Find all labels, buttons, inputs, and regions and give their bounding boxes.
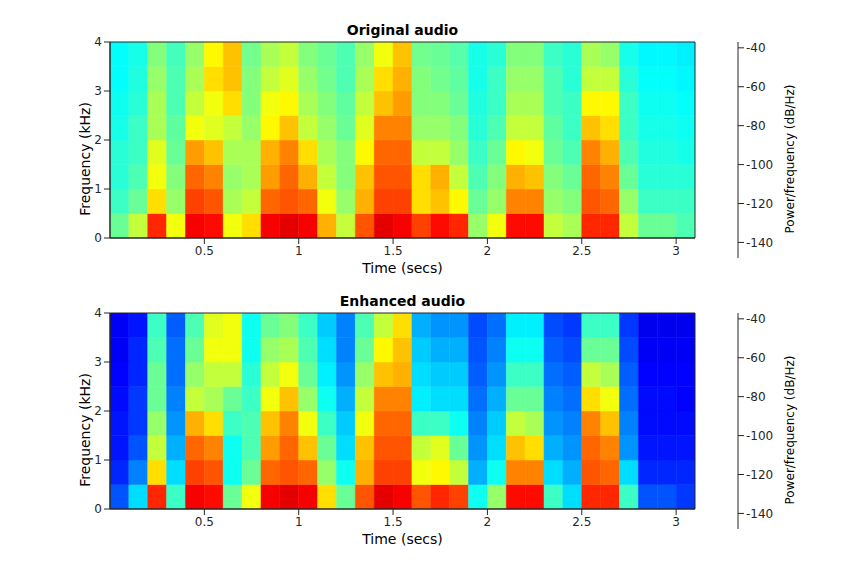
- svg-text:-100: -100: [746, 158, 773, 172]
- svg-text:0: 0: [94, 231, 102, 245]
- html-text:Frequency (kHz): Frequency (kHz): [77, 373, 93, 487]
- svg-text:3: 3: [94, 355, 102, 369]
- svg-text:0: 0: [94, 502, 102, 516]
- html-text:Original audio: Original audio: [346, 22, 459, 38]
- svg-text:-40: -40: [746, 41, 766, 55]
- svg-text:-140: -140: [746, 507, 773, 521]
- svg-text:2: 2: [94, 404, 102, 418]
- html-text:Frequency (kHz): Frequency (kHz): [77, 102, 93, 216]
- svg-text:3: 3: [672, 515, 680, 529]
- svg-text:0.5: 0.5: [195, 244, 214, 258]
- html-text:Power/frequency (dB/Hz): Power/frequency (dB/Hz): [783, 355, 797, 505]
- svg-text:3: 3: [672, 244, 680, 258]
- svg-text:3: 3: [94, 84, 102, 98]
- svg-text:2: 2: [484, 244, 492, 258]
- svg-text:1.5: 1.5: [384, 515, 403, 529]
- html-text:Time (secs): Time (secs): [362, 531, 443, 547]
- svg-text:-60: -60: [746, 351, 766, 365]
- svg-text:-80: -80: [746, 119, 766, 133]
- svg-text:-60: -60: [746, 80, 766, 94]
- html-text:Enhanced audio: Enhanced audio: [339, 293, 466, 309]
- svg-text:1: 1: [94, 182, 102, 196]
- html-text:Time (secs): Time (secs): [362, 260, 443, 276]
- svg-text:4: 4: [94, 306, 102, 320]
- html-text:Power/frequency (dB/Hz): Power/frequency (dB/Hz): [783, 84, 797, 234]
- svg-text:-40: -40: [746, 312, 766, 326]
- svg-text:0.5: 0.5: [195, 515, 214, 529]
- svg-text:2: 2: [94, 133, 102, 147]
- svg-text:1: 1: [295, 244, 303, 258]
- svg-text:-120: -120: [746, 197, 773, 211]
- svg-text:-80: -80: [746, 390, 766, 404]
- svg-text:1: 1: [295, 515, 303, 529]
- svg-text:4: 4: [94, 35, 102, 49]
- svg-text:2.5: 2.5: [572, 515, 591, 529]
- svg-text:-120: -120: [746, 468, 773, 482]
- svg-text:1: 1: [94, 453, 102, 467]
- svg-text:2: 2: [484, 515, 492, 529]
- svg-text:-100: -100: [746, 429, 773, 443]
- svg-text:-140: -140: [746, 236, 773, 250]
- svg-text:2.5: 2.5: [572, 244, 591, 258]
- svg-text:1.5: 1.5: [384, 244, 403, 258]
